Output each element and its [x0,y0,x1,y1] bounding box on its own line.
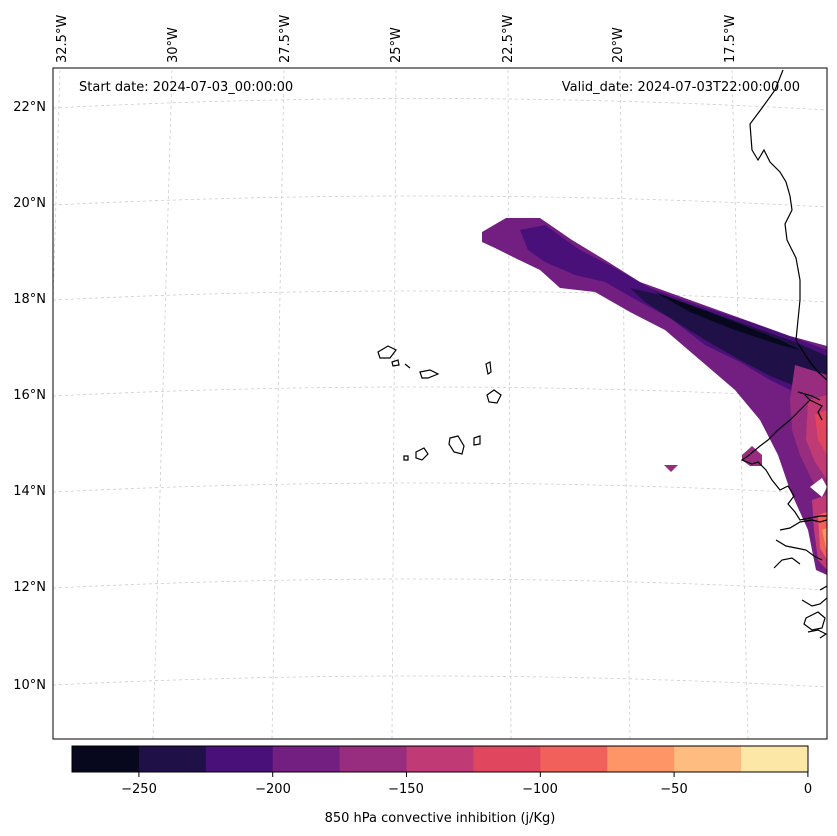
lon-label-30w: 30°W [166,27,181,63]
colorbar-swatch [674,746,742,772]
cape-verde-islands [377,345,502,461]
colorbar-swatch [741,746,809,772]
start-date-label: Start date: 2024-07-03_00:00:00 [79,80,293,95]
cin-patch-small [664,465,678,472]
colorbar-swatch [406,746,474,772]
colorbar-label: 850 hPa convective inhibition (j/Kg) [325,811,556,826]
lat-label-22n: 22°N [13,100,46,115]
lat-labels: 22°N 20°N 18°N 16°N 14°N 12°N 10°N [13,100,46,693]
cin-patch-coast [742,446,762,466]
african-coastline [740,69,827,639]
lon-label-22-5w: 22.5°W [501,15,516,63]
cin-band-core [630,288,827,392]
lat-label-12n: 12°N [13,580,46,595]
colorbar-tick-label: −100 [522,782,558,797]
colorbar-swatch [473,746,541,772]
cin-band-outer [482,218,827,575]
colorbar-tick-label: −50 [660,782,687,797]
colorbar: −250 −200 −150 −100 −50 0 850 hPa convec… [71,745,812,826]
lat-label-14n: 14°N [13,484,46,499]
lon-label-25w: 25°W [389,27,404,63]
lon-label-32-5w: 32.5°W [55,15,70,63]
colorbar-ticks [138,772,809,777]
cin-band-darkest [655,292,800,350]
colorbar-tick-label: −200 [255,782,291,797]
colorbar-swatch [339,746,408,772]
cin-coast-hot [815,410,827,455]
lat-label-20n: 20°N [13,196,46,211]
cin-south-warm [822,528,827,552]
colorbar-swatch [540,746,608,772]
colorbar-swatch [272,746,341,772]
colorbar-swatch [138,746,207,772]
cin-south-hot [818,512,827,560]
colorbar-swatches [72,746,809,772]
colorbar-tick-label: −250 [121,782,157,797]
colorbar-swatch [607,746,675,772]
colorbar-swatch [205,746,274,772]
lon-label-27-5w: 27.5°W [278,15,293,63]
lon-label-17-5w: 17.5°W [723,15,738,63]
colorbar-tick-label: −150 [388,782,424,797]
lon-labels: 32.5°W 30°W 27.5°W 25°W 22.5°W 20°W 17.5… [55,15,738,63]
cin-contours [482,218,827,575]
colorbar-swatch [72,746,140,772]
lat-label-18n: 18°N [13,292,46,307]
cin-white-gap [810,478,827,497]
map-frame [52,67,828,740]
map-background [53,68,827,739]
colorbar-tick-label: 0 [804,782,812,797]
colorbar-frame [71,745,809,773]
lat-label-10n: 10°N [13,678,46,693]
gridlines [53,69,827,739]
valid-date-label: Valid_date: 2024-07-03T22:00:00.00 [562,80,800,95]
lon-label-20w: 20°W [611,27,626,63]
lat-label-16n: 16°N [13,388,46,403]
